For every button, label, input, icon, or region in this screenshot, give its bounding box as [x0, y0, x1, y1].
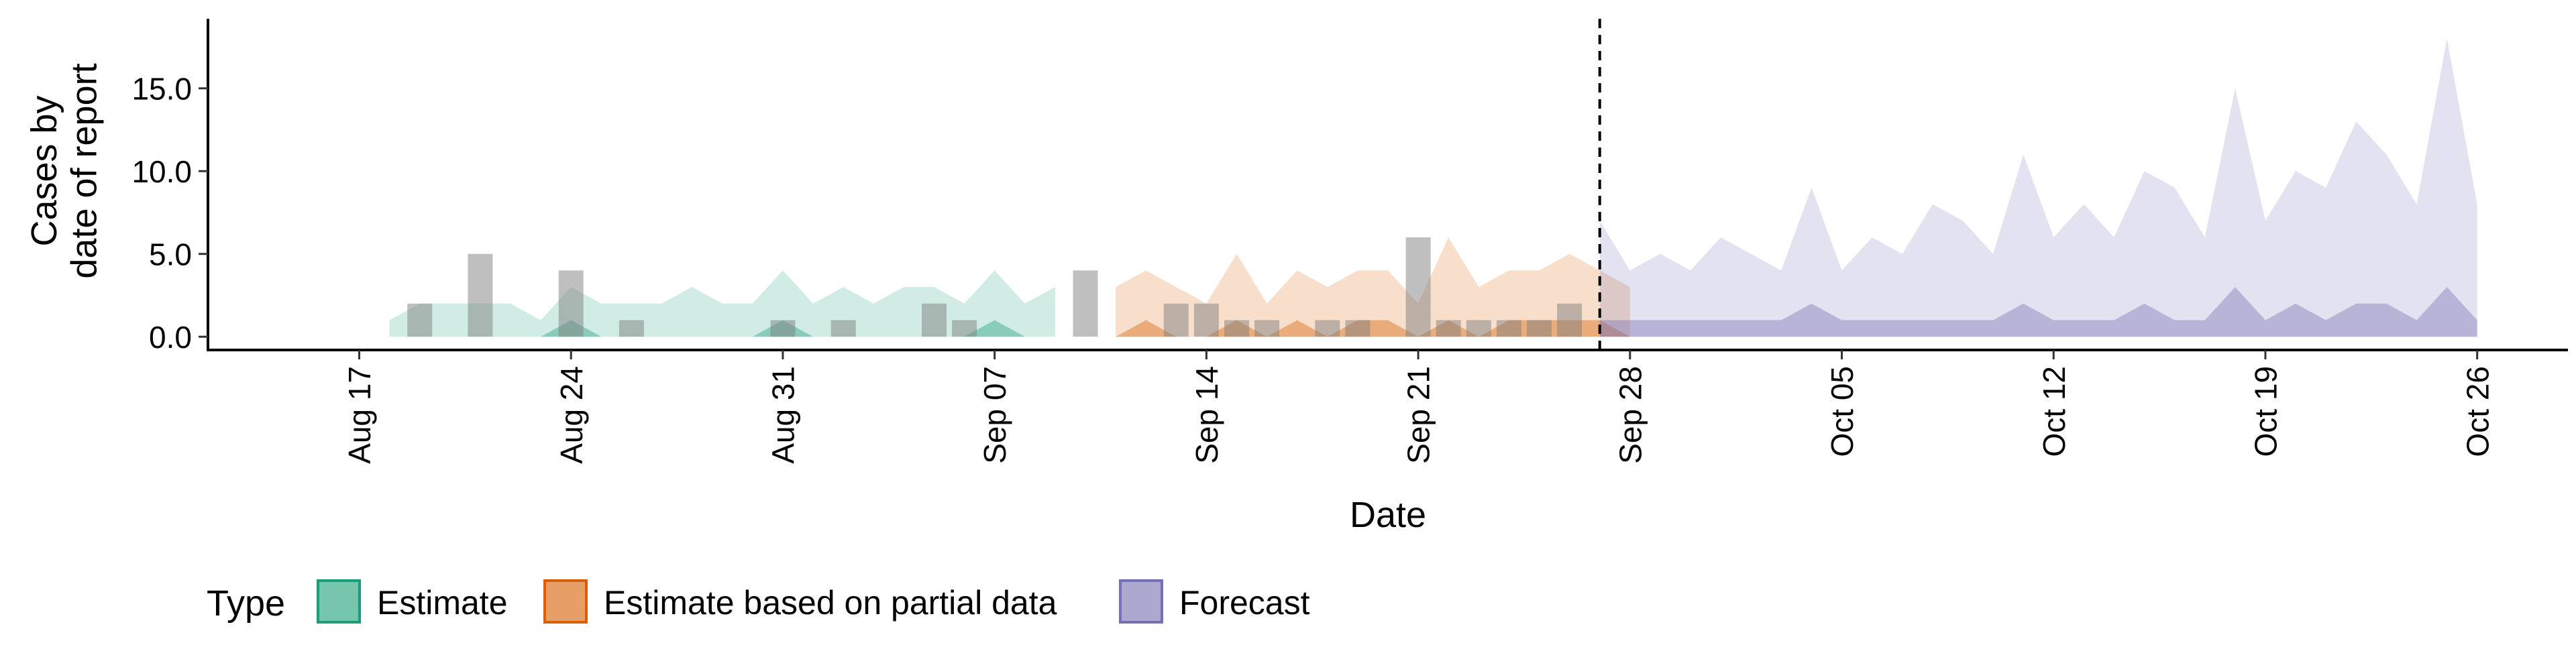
legend-key-0 [317, 579, 361, 624]
legend-title: Type [207, 583, 285, 624]
bar-reported-16 [1436, 320, 1461, 337]
bar-reported-2 [558, 270, 584, 337]
bar-layer [407, 237, 1582, 337]
bar-reported-10 [1193, 303, 1219, 337]
band-outer-series-2 [1599, 38, 2477, 337]
legend-label-1: Estimate based on partial data [604, 584, 1057, 622]
band-inner-series-2 [1599, 287, 2477, 337]
legend-key-2 [1119, 579, 1163, 624]
bar-reported-18 [1496, 320, 1521, 337]
band-outer-series-1 [1116, 237, 1630, 337]
bar-reported-12 [1254, 320, 1280, 337]
band-layer [389, 38, 2477, 337]
bar-reported-1 [468, 253, 493, 337]
bar-reported-20 [1557, 303, 1582, 337]
bar-reported-15 [1405, 237, 1431, 337]
y-tick-label-2: 10.0 [131, 154, 192, 189]
bar-reported-5 [830, 320, 856, 337]
band-inner-series-0 [389, 320, 1055, 337]
y-tick-label-3: 15.0 [131, 71, 192, 106]
axes-layer: 0.0 5.0 10.0 15.0 Aug 17 Aug 24 Aug 31 Sep 07 Se… [24, 19, 2568, 535]
bar-reported-17 [1466, 320, 1491, 337]
bar-reported-19 [1527, 320, 1552, 337]
bar-reported-4 [770, 320, 796, 337]
y-tick-label-1: 5.0 [149, 237, 192, 272]
x-tick-label-9: Oct 19 [2249, 366, 2284, 457]
x-tick-label-0: Aug 17 [342, 366, 377, 464]
bar-reported-7 [952, 320, 977, 337]
bar-reported-3 [619, 320, 644, 337]
band-outer-series-0 [389, 270, 1055, 337]
bar-reported-9 [1163, 303, 1189, 337]
x-tick-label-1: Aug 24 [554, 366, 589, 464]
x-tick-label-6: Sep 28 [1613, 366, 1648, 464]
x-tick-label-8: Oct 12 [2037, 366, 2072, 457]
legend-label-0: Estimate [377, 584, 508, 622]
bar-reported-11 [1224, 320, 1249, 337]
legend-label-2: Forecast [1179, 584, 1310, 622]
x-tick-label-4: Sep 14 [1189, 366, 1224, 464]
y-tick-label-0: 0.0 [149, 320, 192, 355]
x-axis-title: Date [1350, 495, 1426, 535]
y-axis-title: Cases bydate of report [24, 63, 104, 278]
x-tick-label-2: Aug 31 [766, 366, 801, 464]
bar-reported-8 [1073, 270, 1098, 337]
x-tick-label-7: Oct 05 [1825, 366, 1860, 457]
y-axis-title-line-1: date of report [64, 63, 104, 278]
bar-reported-6 [922, 303, 947, 337]
bar-reported-13 [1315, 320, 1340, 337]
legend-key-1 [543, 579, 588, 624]
x-tick-label-3: Sep 07 [977, 366, 1012, 464]
x-tick-label-10: Oct 26 [2460, 366, 2495, 457]
legend: Type Estimate Estimate based on partial da… [207, 579, 1310, 624]
bar-reported-14 [1345, 320, 1371, 337]
bar-reported-0 [407, 303, 433, 337]
x-tick-label-5: Sep 21 [1401, 366, 1436, 464]
y-axis-title-line-0: Cases by [24, 95, 64, 246]
